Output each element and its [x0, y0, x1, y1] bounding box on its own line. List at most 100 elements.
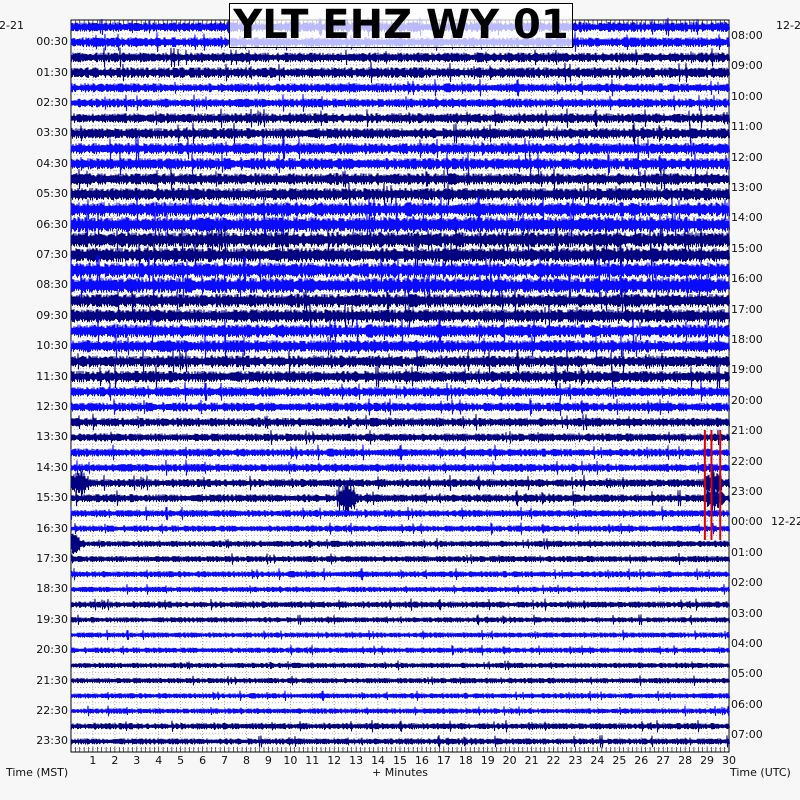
x-tick-label: 14 — [371, 754, 386, 767]
right-date-change: 12-22 — [771, 515, 800, 529]
seismic-trace — [70, 382, 730, 402]
left-time-label: 05:30 — [36, 187, 68, 201]
left-time-label: 11:30 — [36, 369, 68, 383]
x-tick-label: 11 — [305, 754, 320, 767]
seismic-trace — [70, 522, 730, 535]
x-tick-label: 22 — [546, 754, 561, 767]
seismic-trace — [70, 270, 730, 301]
seismic-trace — [70, 195, 730, 224]
left-time-label: 12:30 — [36, 400, 68, 413]
x-tick-label: 23 — [568, 754, 583, 767]
right-time-label: 23:00 — [731, 485, 763, 498]
x-tick-label: 21 — [524, 754, 539, 767]
seismic-trace — [70, 47, 730, 68]
x-tick-label: 10 — [283, 754, 298, 767]
x-tick-label: 6 — [199, 754, 207, 767]
left-time-label: 14:30 — [36, 460, 68, 474]
x-tick-label: 15 — [393, 754, 407, 767]
left-time-label: 04:30 — [36, 156, 68, 170]
left-time-label: 18:30 — [36, 582, 68, 596]
seismic-trace — [70, 288, 730, 313]
right-time-label: 18:00 — [731, 333, 763, 346]
right-time-label: 22:00 — [731, 454, 763, 468]
left-time-label: 09:30 — [36, 308, 68, 322]
x-tick-label: 5 — [177, 754, 185, 767]
left-time-label: 16:30 — [36, 521, 68, 535]
seismic-trace — [70, 168, 730, 190]
x-tick-label: 9 — [264, 754, 272, 767]
x-tick-label: 29 — [700, 754, 715, 767]
right-time-label: 01:00 — [731, 545, 763, 559]
seismic-trace — [70, 614, 730, 626]
seismic-trace — [70, 364, 730, 389]
right-time-label: 11:00 — [731, 120, 763, 134]
seismic-trace — [70, 255, 730, 286]
x-tick-label: 8 — [242, 754, 250, 767]
seismic-trace — [70, 735, 730, 748]
right-time-label: 00:00 12-22 — [731, 516, 800, 528]
x-tick-label: 17 — [436, 754, 451, 767]
seismic-trace — [70, 644, 730, 656]
x-tick-label: 30 — [722, 754, 736, 767]
left-time-label: 21:30 — [36, 673, 68, 687]
x-axis-label: + Minutes — [372, 766, 429, 779]
left-time-label: 02:30 — [36, 96, 68, 109]
left-time-label: 15:30 — [36, 491, 68, 505]
right-time-label: 12:00 — [731, 150, 763, 164]
left-time-label: 10:30 — [36, 339, 68, 353]
right-time-label: 08:00 — [731, 29, 763, 42]
x-tick-label: 28 — [678, 754, 693, 767]
x-tick-label: 24 — [590, 754, 605, 767]
right-time-label: 05:00 — [731, 667, 763, 681]
x-tick-label: 4 — [155, 754, 163, 767]
right-time-label: 20:00 — [731, 393, 763, 407]
seismic-trace — [70, 660, 730, 671]
right-time-label: 10:00 — [731, 89, 763, 103]
left-time-label: 20:30 — [36, 643, 68, 657]
seismic-trace — [70, 62, 730, 84]
x-tick-label: 27 — [656, 754, 671, 767]
right-time-label: 14:00 — [731, 211, 763, 225]
left-time-label: 08:30 — [36, 278, 68, 292]
right-time-label: 19:00 — [731, 363, 763, 377]
right-time-label: 03:00 — [731, 606, 763, 620]
seismic-trace — [70, 398, 730, 416]
x-tick-label: 3 — [133, 754, 141, 767]
left-time-label: 23:30 — [36, 734, 68, 748]
seismic-trace — [70, 459, 730, 476]
left-axis-label: Time (MST) — [6, 766, 69, 779]
seismic-trace — [70, 224, 730, 255]
seismic-trace — [70, 429, 730, 446]
left-time-label: 13:30 — [36, 430, 68, 444]
seismic-trace — [70, 182, 730, 206]
right-time-label: 07:00 — [731, 728, 763, 742]
right-time-label: 15:00 — [731, 241, 763, 255]
right-axis-label: Time (UTC) — [730, 766, 791, 779]
right-time-label: 09:00 — [731, 59, 763, 73]
seismic-trace — [70, 240, 730, 270]
seismic-trace — [70, 690, 730, 702]
right-time-label: 21:00 — [731, 424, 763, 438]
seismic-trace — [70, 468, 730, 498]
x-tick-label: 2 — [111, 754, 119, 767]
x-tick-label: 13 — [349, 754, 364, 767]
left-time-label: 03:30 — [36, 126, 68, 140]
seismic-trace — [70, 552, 730, 566]
left-time-label: 17:30 — [36, 552, 68, 565]
seismic-trace — [70, 94, 730, 112]
right-time-label: 17:00 — [731, 302, 763, 316]
right-time-label: 02:00 — [731, 576, 763, 590]
chart-title: YLT EHZ WY 01 — [229, 3, 573, 48]
seismic-trace — [70, 533, 730, 555]
left-time-label: 22:30 — [36, 704, 68, 717]
x-tick-label: 19 — [480, 754, 495, 767]
seismic-trace — [70, 79, 730, 97]
seismic-trace — [70, 675, 730, 686]
left-time-label: 19:30 — [36, 612, 68, 626]
seismic-trace — [70, 152, 730, 176]
x-tick-label: 18 — [458, 754, 473, 767]
x-tick-label: 12 — [327, 754, 342, 767]
seismic-trace — [70, 568, 730, 581]
right-date: 12-2 — [776, 19, 800, 32]
